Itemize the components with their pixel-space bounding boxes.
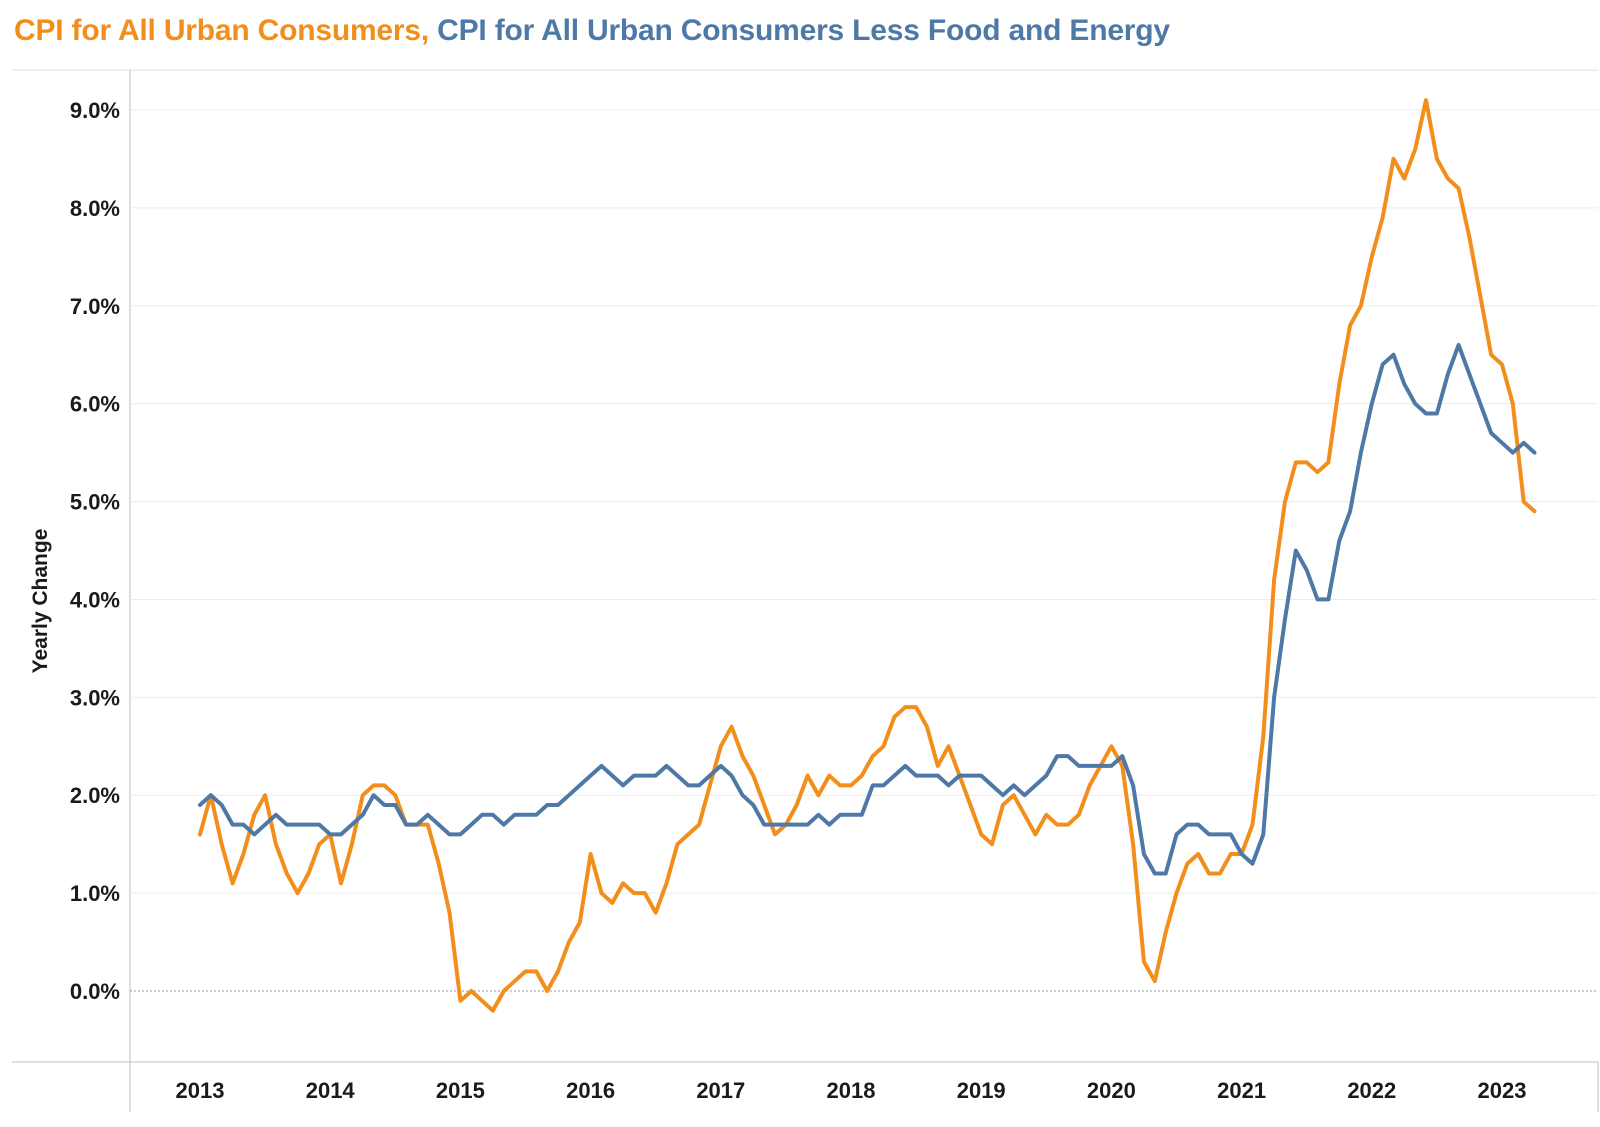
y-tick-label: 3.0%	[70, 685, 120, 710]
y-tick-label: 6.0%	[70, 392, 120, 417]
y-tick-label: 5.0%	[70, 490, 120, 515]
y-tick-label: 8.0%	[70, 196, 120, 221]
x-tick-label: 2014	[306, 1078, 356, 1103]
y-tick-label: 2.0%	[70, 783, 120, 808]
chart-title: CPI for All Urban Consumers, CPI for All…	[14, 14, 1170, 48]
y-tick-label: 4.0%	[70, 587, 120, 612]
x-tick-label: 2015	[436, 1078, 485, 1103]
title-series-core: CPI for All Urban Consumers Less Food an…	[437, 14, 1170, 47]
y-tick-label: 9.0%	[70, 98, 120, 123]
x-tick-label: 2013	[176, 1078, 225, 1103]
x-tick-label: 2016	[566, 1078, 615, 1103]
y-tick-label: 1.0%	[70, 881, 120, 906]
x-tick-label: 2023	[1478, 1078, 1527, 1103]
y-tick-label: 7.0%	[70, 294, 120, 319]
title-series-all-items: CPI for All Urban Consumers,	[14, 14, 430, 47]
x-tick-label: 2019	[957, 1078, 1006, 1103]
x-tick-label: 2020	[1087, 1078, 1136, 1103]
x-tick-label: 2018	[827, 1078, 876, 1103]
x-tick-label: 2021	[1217, 1078, 1266, 1103]
x-tick-label: 2022	[1347, 1078, 1396, 1103]
series-line-core	[198, 342, 1537, 876]
series-line-all-items	[198, 98, 1537, 1013]
x-tick-label: 2017	[696, 1078, 745, 1103]
y-tick-label: 0.0%	[70, 979, 120, 1004]
y-axis-title: Yearly Change	[29, 529, 52, 674]
